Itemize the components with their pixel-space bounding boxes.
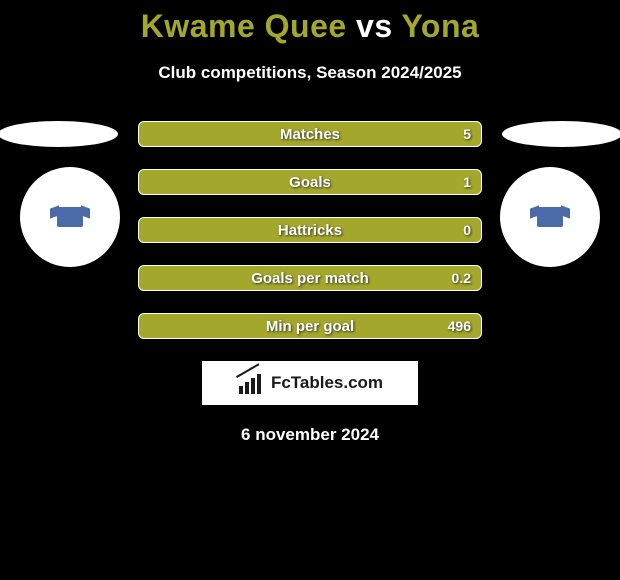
brand-text: FcTables.com [271,373,383,393]
brand-badge: FcTables.com [202,361,418,405]
stat-bar: Goals per match 0.2 [138,265,482,291]
stat-value-right: 496 [448,318,471,334]
ellipse-right [502,121,620,147]
stat-value-right: 0 [463,222,471,238]
jersey-icon [57,207,83,227]
stat-bar: Goals 1 [138,169,482,195]
brand-chart-icon [237,372,265,394]
stat-value-right: 0.2 [452,270,471,286]
player2-avatar [500,167,600,267]
player2-name: Yona [401,8,479,44]
page-title: Kwame Quee vs Yona [0,0,620,45]
stat-label: Min per goal [266,318,354,335]
ellipse-left [0,121,118,147]
stat-label: Matches [280,126,340,143]
player1-name: Kwame Quee [141,8,347,44]
stat-value-right: 5 [463,126,471,142]
subtitle: Club competitions, Season 2024/2025 [0,63,620,83]
stat-bar: Hattricks 0 [138,217,482,243]
title-vs: vs [356,8,393,44]
stat-label: Goals per match [251,270,369,287]
stat-bar: Matches 5 [138,121,482,147]
stat-value-right: 1 [463,174,471,190]
player1-avatar [20,167,120,267]
stat-label: Goals [289,174,331,191]
comparison-stage: Matches 5 Goals 1 Hattricks 0 Goals per … [0,121,620,339]
stat-bar: Min per goal 496 [138,313,482,339]
jersey-icon [537,207,563,227]
date-label: 6 november 2024 [0,425,620,445]
stat-label: Hattricks [278,222,342,239]
